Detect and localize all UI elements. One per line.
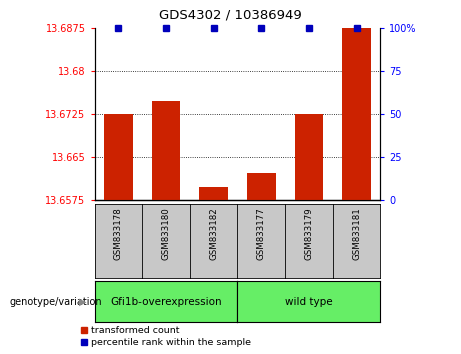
Bar	[342, 28, 371, 200]
Bar	[104, 114, 133, 200]
Legend: transformed count, percentile rank within the sample: transformed count, percentile rank withi…	[76, 322, 255, 351]
Text: GSM833179: GSM833179	[304, 207, 313, 260]
Text: Gfi1b-overexpression: Gfi1b-overexpression	[110, 297, 222, 307]
Bar	[247, 173, 276, 200]
Text: GDS4302 / 10386949: GDS4302 / 10386949	[159, 9, 302, 22]
Text: ▶: ▶	[79, 297, 87, 307]
Text: GSM833180: GSM833180	[161, 207, 171, 260]
Text: GSM833182: GSM833182	[209, 207, 218, 260]
Text: GSM833177: GSM833177	[257, 207, 266, 260]
Bar	[199, 187, 228, 200]
Text: genotype/variation: genotype/variation	[9, 297, 102, 307]
Text: GSM833178: GSM833178	[114, 207, 123, 260]
Text: GSM833181: GSM833181	[352, 207, 361, 260]
Bar	[152, 101, 180, 200]
Text: wild type: wild type	[285, 297, 333, 307]
Bar	[295, 114, 323, 200]
